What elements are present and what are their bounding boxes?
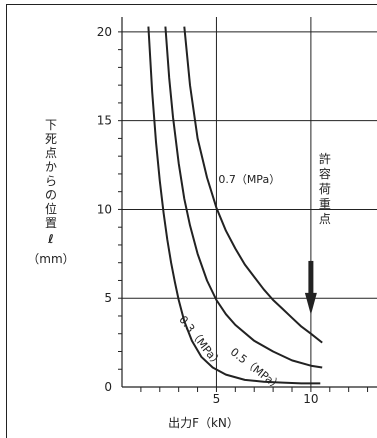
svg-text:点: 点 [319, 212, 331, 226]
allowable-load-arrow-head [304, 292, 317, 315]
y-label-symbol: ℓ [48, 232, 54, 246]
y-label-char: 位 [44, 202, 57, 216]
y-tick-label: 5 [104, 291, 112, 305]
y-tick-label: 0 [104, 380, 112, 394]
svg-text:荷: 荷 [319, 182, 331, 196]
left-border [6, 4, 7, 438]
series-line [147, 26, 321, 385]
x-tick-label: 10 [303, 392, 318, 406]
y-label-char: 点 [44, 146, 57, 160]
y-label-char: 置 [44, 216, 57, 230]
svg-text:重: 重 [319, 197, 331, 211]
y-tick-label: 10 [97, 202, 112, 216]
y-label-char: の [44, 188, 57, 202]
y-tick-label: 20 [97, 25, 112, 39]
x-tick-label: 5 [213, 392, 221, 406]
series-line [183, 26, 323, 344]
svg-text:許: 許 [319, 152, 331, 166]
y-label-char: か [44, 160, 57, 174]
x-axis-label: 出力F（kN） [168, 416, 239, 430]
y-tick-label: 15 [97, 114, 112, 128]
top-border [6, 4, 377, 5]
series-annotation: 0.3（MPa） [176, 313, 224, 370]
y-label-char: 下 [44, 118, 57, 132]
svg-text:容: 容 [319, 166, 331, 181]
series-annotation: 0.7（MPa） [218, 173, 280, 186]
y-label-unit: （mm） [27, 252, 75, 266]
series-line [164, 26, 323, 369]
y-label-char: ら [44, 174, 57, 188]
y-label-char: 死 [44, 132, 57, 146]
